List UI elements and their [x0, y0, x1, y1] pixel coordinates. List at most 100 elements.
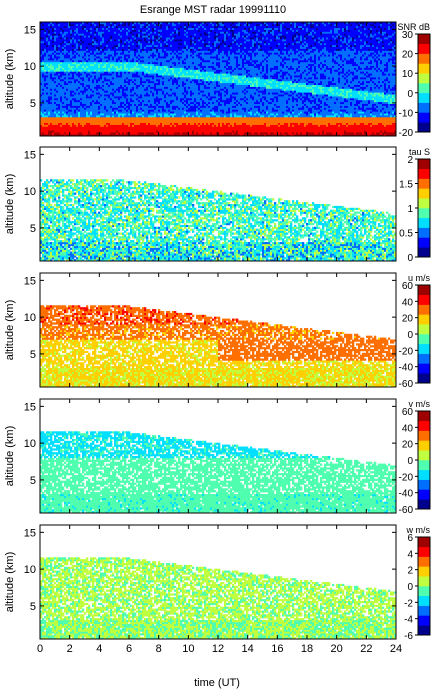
heatmap-cell: [56, 94, 58, 96]
heatmap-cell: [108, 47, 110, 49]
heatmap-cell: [150, 123, 152, 125]
heatmap-cell: [130, 106, 132, 108]
heatmap-cell: [172, 71, 174, 73]
heatmap-cell: [120, 81, 122, 83]
heatmap-cell: [106, 100, 108, 102]
heatmap-cell: [70, 41, 72, 43]
heatmap-cell: [172, 45, 174, 47]
heatmap-cell: [124, 43, 126, 45]
heatmap-cell: [46, 58, 48, 60]
heatmap-cell: [50, 87, 52, 89]
heatmap-cell: [92, 130, 94, 132]
heatmap-cell: [76, 68, 78, 70]
heatmap-cell: [46, 26, 48, 28]
heatmap-cell: [90, 32, 92, 34]
heatmap-cell: [144, 28, 146, 30]
heatmap-cell: [48, 56, 50, 58]
heatmap-cell: [138, 81, 140, 83]
heatmap-cell: [132, 98, 134, 100]
heatmap-cell: [150, 85, 152, 87]
heatmap-cell: [84, 71, 86, 73]
heatmap-cell: [136, 51, 138, 53]
heatmap-cell: [66, 83, 68, 85]
heatmap-cell: [58, 79, 60, 81]
heatmap-cell: [74, 123, 76, 125]
heatmap-cell: [64, 56, 66, 58]
heatmap-cell: [132, 94, 134, 96]
heatmap-cell: [134, 73, 136, 75]
heatmap-cell: [124, 45, 126, 47]
heatmap-cell: [162, 102, 164, 104]
heatmap-cell: [158, 54, 160, 56]
heatmap-cell: [66, 49, 68, 51]
heatmap-cell: [170, 62, 172, 64]
heatmap-cell: [154, 85, 156, 87]
heatmap-cell: [102, 41, 104, 43]
heatmap-cell: [54, 62, 56, 64]
heatmap-cell: [68, 109, 70, 111]
heatmap-cell: [100, 71, 102, 73]
heatmap-cell: [54, 24, 56, 26]
heatmap-cell: [56, 128, 58, 130]
heatmap-cell: [170, 47, 172, 49]
heatmap-cell: [152, 56, 154, 58]
heatmap-cell: [136, 123, 138, 125]
heatmap-cell: [124, 39, 126, 41]
heatmap-cell: [178, 109, 180, 111]
heatmap-cell: [82, 30, 84, 32]
heatmap-cell: [68, 123, 70, 125]
heatmap-cell: [156, 83, 158, 85]
heatmap-cell: [76, 108, 78, 110]
heatmap-cell: [106, 81, 108, 83]
heatmap-cell: [78, 119, 80, 121]
heatmap-cell: [46, 62, 48, 64]
heatmap-cell: [140, 71, 142, 73]
heatmap-cell: [152, 109, 154, 111]
heatmap-cell: [58, 127, 60, 129]
heatmap-cell: [148, 85, 150, 87]
heatmap-cell: [64, 96, 66, 98]
heatmap-cell: [134, 35, 136, 37]
heatmap-cell: [68, 128, 70, 130]
heatmap-cell: [78, 30, 80, 32]
heatmap-cell: [138, 70, 140, 72]
heatmap-cell: [74, 102, 76, 104]
heatmap-cell: [136, 128, 138, 130]
heatmap-cell: [136, 108, 138, 110]
heatmap-cell: [54, 106, 56, 108]
heatmap-cell: [48, 75, 50, 77]
heatmap-cell: [144, 121, 146, 123]
heatmap-cell: [94, 102, 96, 104]
heatmap-cell: [174, 71, 176, 73]
heatmap-cell: [130, 104, 132, 106]
heatmap-cell: [64, 87, 66, 89]
heatmap-cell: [92, 92, 94, 94]
heatmap-cell: [54, 92, 56, 94]
heatmap-cell: [122, 98, 124, 100]
heatmap-cell: [138, 62, 140, 64]
heatmap-cell: [48, 37, 50, 39]
heatmap-cell: [74, 77, 76, 79]
heatmap-cell: [162, 26, 164, 28]
heatmap-cell: [100, 81, 102, 83]
heatmap-cell: [152, 28, 154, 30]
heatmap-cell: [86, 104, 88, 106]
heatmap-cell: [82, 47, 84, 49]
heatmap-cell: [156, 92, 158, 94]
heatmap-cell: [62, 73, 64, 75]
heatmap-cell: [162, 77, 164, 79]
heatmap-cell: [78, 32, 80, 34]
heatmap-cell: [108, 104, 110, 106]
heatmap-cell: [78, 37, 80, 39]
heatmap-cell: [138, 58, 140, 60]
heatmap-cell: [170, 71, 172, 73]
heatmap-cell: [98, 123, 100, 125]
heatmap-cell: [146, 128, 148, 130]
heatmap-cell: [124, 58, 126, 60]
heatmap-cell: [162, 87, 164, 89]
heatmap-cell: [164, 89, 166, 91]
heatmap-cell: [156, 127, 158, 129]
heatmap-cell: [78, 106, 80, 108]
heatmap-cell: [124, 104, 126, 106]
heatmap-cell: [98, 70, 100, 72]
